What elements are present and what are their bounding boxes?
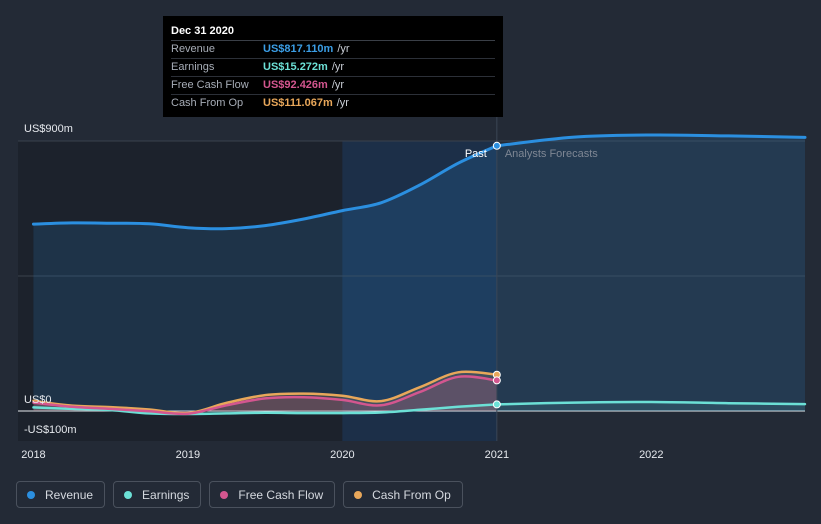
y-tick-label: US$900m [24, 123, 73, 135]
x-tick-label: 2022 [639, 449, 663, 461]
tooltip-row-cash-from-op: Cash From Op US$111.067m /yr [171, 95, 495, 112]
tooltip-unit: /yr [331, 61, 345, 73]
tooltip-row-revenue: Revenue US$817.110m /yr [171, 41, 495, 59]
tooltip-row-free-cash-flow: Free Cash Flow US$92.426m /yr [171, 77, 495, 95]
marker-earnings [492, 400, 501, 409]
forecast-line-earnings [495, 400, 807, 406]
legend-label: Revenue [45, 487, 94, 502]
tooltip-label: Revenue [171, 43, 216, 55]
tooltip-value: US$111.067m [263, 97, 333, 109]
x-tick-label: 2018 [21, 449, 45, 461]
y-tick-label: US$0 [24, 394, 52, 406]
marker-free-cash-flow [492, 376, 501, 385]
tooltip-panel: Dec 31 2020 Revenue US$817.110m /yr Earn… [163, 16, 503, 117]
x-tick-label: 2019 [176, 449, 200, 461]
series-line-revenue [31, 144, 499, 231]
tooltip-label: Cash From Op [171, 97, 244, 109]
forecast-label: Analysts Forecasts [505, 148, 598, 160]
legend-dot-icon [124, 490, 133, 499]
x-tick-label: 2021 [485, 449, 509, 461]
earnings-area [33, 401, 805, 415]
legend-dot-icon [354, 490, 363, 499]
chart-legend: Revenue Earnings Free Cash Flow Cash Fro… [16, 481, 463, 508]
y-tick-label: -US$100m [24, 424, 77, 436]
tooltip-value: US$92.426m [263, 79, 328, 91]
tooltip-unit: /yr [337, 43, 350, 55]
tooltip-date: Dec 31 2020 [171, 22, 495, 41]
tooltip-value: US$15.272m [263, 61, 328, 73]
series-area-cash-from-op [33, 371, 497, 414]
series-line-free-cash-flow [32, 375, 499, 416]
legend-label: Free Cash Flow [238, 487, 324, 502]
forecast-line-revenue [495, 133, 807, 148]
legend-label: Cash From Op [372, 487, 451, 502]
tooltip-unit: /yr [331, 79, 345, 91]
marker-revenue [492, 141, 501, 150]
legend-dot-icon [220, 490, 229, 499]
legend-item-earnings[interactable]: Earnings [113, 481, 202, 508]
legend-item-revenue[interactable]: Revenue [16, 481, 106, 508]
legend-item-cash-from-op[interactable]: Cash From Op [343, 481, 463, 508]
past-label: Past [465, 148, 487, 160]
series-line-cash-from-op [32, 370, 499, 415]
tooltip-label: Free Cash Flow [171, 79, 249, 91]
tooltip-value: US$817.110m [263, 43, 334, 55]
tooltip-row-earnings: Earnings US$15.272m /yr [171, 59, 495, 77]
legend-item-free-cash-flow[interactable]: Free Cash Flow [209, 481, 336, 508]
legend-label: Earnings [142, 487, 190, 502]
legend-dot-icon [27, 490, 35, 499]
tooltip-label: Earnings [171, 61, 215, 73]
tooltip-unit: /yr [336, 97, 349, 109]
revenue-area [33, 134, 805, 411]
x-tick-label: 2020 [330, 449, 354, 461]
